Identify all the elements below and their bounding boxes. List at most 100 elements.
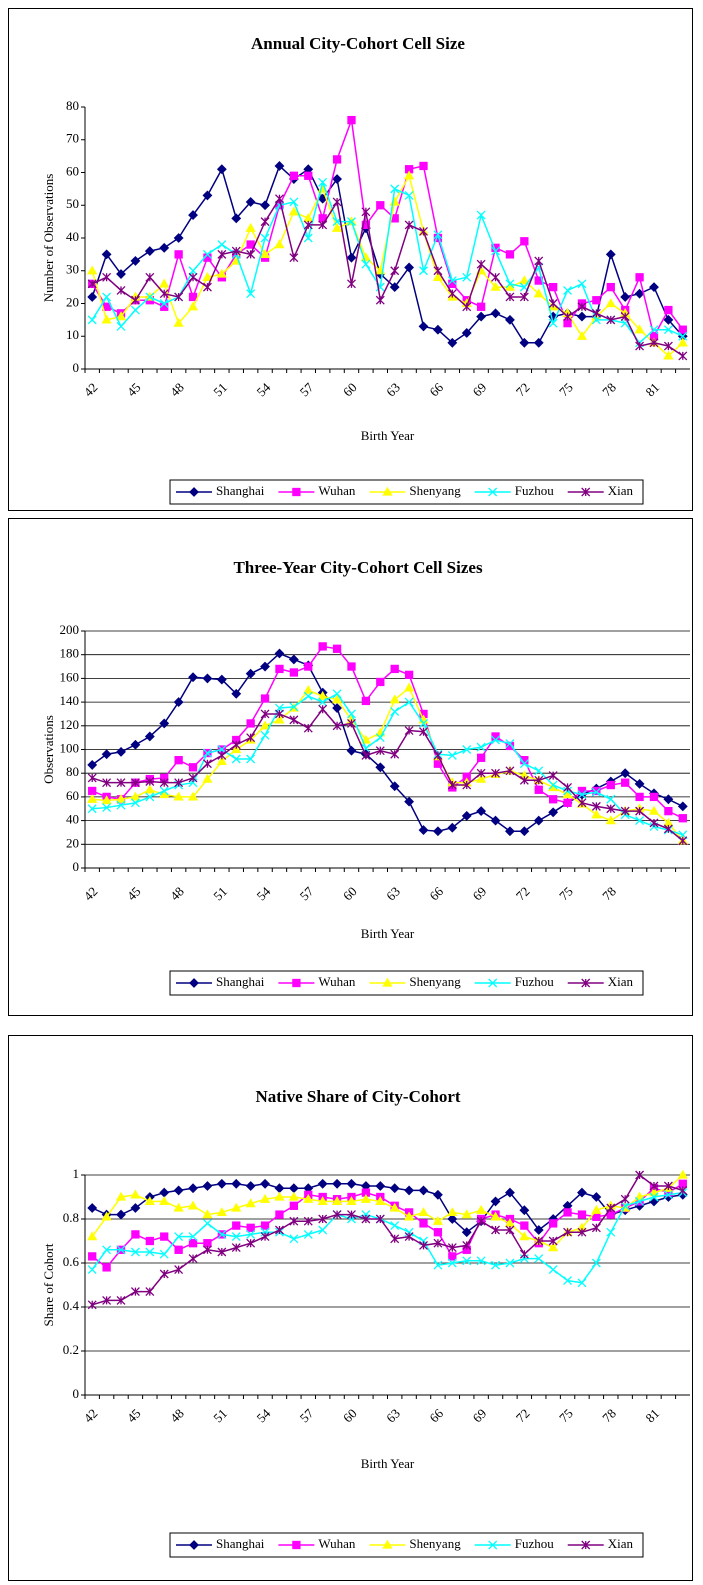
marker bbox=[173, 791, 184, 801]
marker bbox=[187, 301, 199, 311]
marker bbox=[145, 272, 155, 282]
marker bbox=[188, 773, 198, 783]
marker bbox=[490, 815, 501, 826]
marker bbox=[649, 792, 659, 802]
marker bbox=[144, 731, 155, 742]
marker bbox=[404, 796, 415, 807]
marker bbox=[260, 1232, 270, 1242]
marker bbox=[476, 210, 486, 220]
marker bbox=[289, 702, 299, 712]
marker bbox=[490, 1211, 501, 1221]
legend-label: Xian bbox=[608, 974, 634, 989]
marker bbox=[217, 1229, 227, 1239]
marker bbox=[519, 826, 530, 837]
marker bbox=[274, 239, 285, 249]
x-axis-title: Birth Year bbox=[361, 926, 415, 941]
marker bbox=[346, 1196, 357, 1206]
marker bbox=[188, 1232, 198, 1242]
marker bbox=[433, 230, 443, 240]
marker bbox=[347, 217, 356, 227]
marker bbox=[288, 1191, 299, 1201]
marker bbox=[246, 1238, 256, 1248]
marker bbox=[548, 807, 559, 818]
marker bbox=[260, 1221, 270, 1230]
marker bbox=[188, 763, 198, 772]
marker bbox=[174, 250, 183, 259]
marker bbox=[231, 1243, 241, 1253]
marker bbox=[605, 249, 616, 260]
legend-marker bbox=[581, 1540, 591, 1550]
marker bbox=[303, 1229, 313, 1239]
marker bbox=[491, 735, 500, 745]
marker bbox=[159, 1249, 169, 1259]
marker bbox=[390, 664, 399, 674]
marker bbox=[217, 249, 227, 259]
marker bbox=[620, 292, 631, 302]
marker bbox=[130, 798, 140, 808]
marker bbox=[490, 1196, 501, 1207]
legend-label: Shanghai bbox=[216, 483, 265, 498]
marker bbox=[419, 266, 428, 276]
marker bbox=[519, 1249, 529, 1259]
marker bbox=[605, 815, 616, 825]
marker bbox=[418, 1185, 429, 1196]
marker bbox=[375, 746, 385, 756]
legend-label: Shanghai bbox=[216, 974, 265, 989]
marker bbox=[101, 1211, 112, 1221]
marker bbox=[577, 311, 587, 322]
marker bbox=[592, 296, 601, 305]
marker bbox=[347, 279, 356, 289]
marker bbox=[87, 804, 97, 814]
marker bbox=[390, 1221, 400, 1231]
marker bbox=[519, 275, 530, 285]
marker bbox=[620, 1201, 630, 1211]
marker bbox=[116, 269, 126, 279]
marker bbox=[289, 1201, 299, 1210]
marker bbox=[188, 292, 198, 302]
y-tick-label: 20 bbox=[66, 294, 79, 309]
marker bbox=[361, 1210, 371, 1220]
marker bbox=[375, 1181, 386, 1191]
marker bbox=[361, 696, 371, 706]
marker bbox=[130, 778, 140, 788]
marker bbox=[620, 768, 631, 779]
marker bbox=[476, 1204, 487, 1214]
marker bbox=[649, 1192, 659, 1202]
marker bbox=[202, 271, 213, 281]
marker bbox=[519, 337, 530, 348]
marker bbox=[677, 1169, 688, 1179]
marker bbox=[534, 1236, 544, 1246]
legend-marker bbox=[189, 1540, 199, 1550]
marker bbox=[519, 759, 529, 769]
marker bbox=[606, 794, 616, 804]
marker bbox=[634, 1191, 645, 1201]
marker bbox=[303, 1216, 313, 1226]
marker bbox=[533, 337, 544, 348]
marker bbox=[505, 826, 515, 837]
marker bbox=[577, 790, 587, 799]
marker bbox=[577, 1278, 587, 1288]
marker bbox=[520, 1221, 529, 1230]
y-tick-label: 100 bbox=[60, 740, 80, 755]
marker bbox=[202, 748, 212, 758]
marker bbox=[591, 801, 601, 811]
y-axis-title: Number of Observations bbox=[41, 174, 56, 303]
legend-marker bbox=[292, 1540, 301, 1550]
marker bbox=[663, 1181, 673, 1191]
marker bbox=[577, 1187, 587, 1198]
marker bbox=[519, 1254, 529, 1264]
marker bbox=[591, 308, 601, 318]
marker bbox=[115, 311, 127, 321]
marker bbox=[87, 292, 98, 302]
marker bbox=[144, 784, 155, 794]
marker bbox=[605, 298, 616, 308]
marker bbox=[519, 775, 529, 785]
y-tick-label: 80 bbox=[66, 98, 79, 113]
legend-marker bbox=[581, 487, 591, 497]
marker bbox=[130, 1247, 140, 1257]
marker bbox=[549, 282, 558, 292]
marker bbox=[404, 262, 415, 273]
marker bbox=[505, 292, 515, 302]
legend-marker bbox=[488, 1540, 498, 1550]
marker bbox=[246, 249, 256, 259]
